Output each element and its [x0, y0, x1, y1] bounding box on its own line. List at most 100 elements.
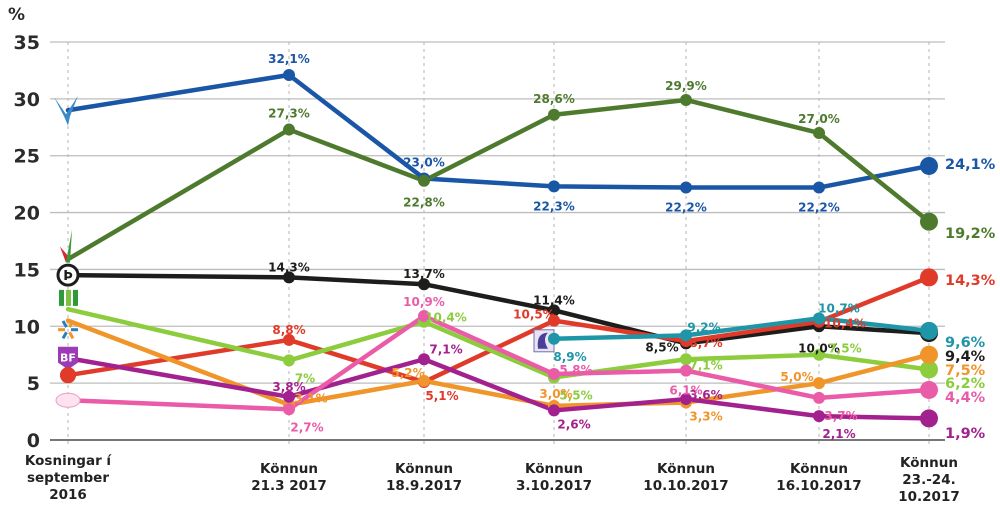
- data-point: [548, 404, 560, 417]
- data-label: 2,7%: [290, 420, 323, 434]
- series-line-0: [65, 72, 932, 190]
- x-tick-label-line: Könnun: [790, 461, 848, 477]
- data-label: 3,6%: [689, 388, 722, 402]
- data-label: 5,0%: [780, 370, 813, 384]
- y-tick-label: 10: [14, 316, 40, 338]
- data-point: [418, 278, 430, 291]
- x-tick-label: Kosningar í september 2016: [25, 453, 113, 503]
- vidreisn-ray: [68, 320, 75, 328]
- x-tick-label-line: 2016: [49, 487, 87, 503]
- data-label: 8,9%: [553, 350, 586, 364]
- data-point: [920, 321, 938, 340]
- data-point: [680, 393, 692, 406]
- data-label: 22,2%: [665, 201, 707, 215]
- data-point: [813, 348, 825, 361]
- x-tick-label: Könnun 18.9.2017: [386, 461, 462, 494]
- data-label: 9,6%: [945, 335, 986, 351]
- data-label: 27,0%: [798, 112, 840, 126]
- falcon-logo-icon: [54, 95, 78, 126]
- data-label: 14,3%: [945, 273, 996, 289]
- data-label: 8,7%: [689, 336, 722, 350]
- bf-text: BF: [60, 351, 76, 364]
- data-point: [548, 304, 560, 317]
- data-point: [920, 409, 938, 428]
- data-label: 14,3%: [268, 260, 310, 274]
- y-tick-label: 0: [27, 430, 40, 452]
- data-label: 7,5%: [828, 342, 861, 356]
- series-points: [60, 68, 938, 428]
- data-point: [920, 345, 938, 364]
- data-point: [920, 380, 938, 399]
- data-point: [920, 268, 938, 287]
- flokkur-folksins-logo-icon: [55, 392, 81, 408]
- data-label: 8,8%: [272, 323, 305, 337]
- data-label: 27,3%: [268, 107, 310, 121]
- data-label: 5,5%: [559, 388, 592, 402]
- bf-logo-icon: BF: [58, 346, 78, 370]
- data-point: [813, 410, 825, 423]
- framsokn-bar: [73, 289, 78, 306]
- data-label: 3,3%: [689, 409, 722, 423]
- data-point: [813, 126, 825, 139]
- data-point: [680, 329, 692, 342]
- data-label: 2,1%: [822, 427, 855, 441]
- series-line-7: [65, 355, 932, 421]
- data-label: 9,2%: [687, 320, 720, 334]
- data-label: 10,7%: [818, 301, 860, 315]
- data-point: [283, 390, 295, 403]
- x-tick-label-line: Könnun: [525, 461, 583, 477]
- data-point: [283, 68, 295, 81]
- data-point: [813, 377, 825, 390]
- x-tick-label-line: september: [27, 470, 109, 486]
- data-label: 11,4%: [533, 293, 575, 307]
- x-tick-label-line: 3.10.2017: [516, 478, 592, 494]
- data-label: 13,7%: [403, 267, 445, 281]
- series-lines: [65, 72, 932, 421]
- data-point: [548, 180, 560, 193]
- x-tick-label-line: Kosningar í: [25, 453, 113, 469]
- x-tick-label-line: 16.10.2017: [776, 478, 861, 494]
- y-tick-label: 20: [14, 203, 40, 225]
- data-point: [60, 367, 76, 384]
- data-labels: 32,1% 23,0% 22,3% 22,2% 22,2% 24,1% 27,3% 22,8%…: [268, 52, 996, 442]
- data-label: 10,4%: [425, 311, 467, 325]
- pirate-logo-icon: Þ: [56, 263, 80, 287]
- data-label: 19,2%: [945, 226, 996, 242]
- data-label: 3,1%: [294, 392, 327, 406]
- x-tick-label-line: Könnun: [657, 461, 715, 477]
- data-point: [548, 368, 560, 381]
- y-tick-label: 30: [14, 89, 40, 111]
- horse-shape: [537, 332, 548, 349]
- series-line-4: [551, 316, 932, 342]
- data-point: [680, 364, 692, 377]
- data-label: 10,4%: [824, 317, 866, 331]
- party-logos: Þ BF: [54, 95, 555, 408]
- data-label: 24,1%: [945, 157, 996, 173]
- data-label: 10,5%: [513, 308, 555, 322]
- data-label: 7,1%: [429, 342, 462, 356]
- data-point: [920, 360, 938, 379]
- data-point: [548, 108, 560, 121]
- data-label: 7,1%: [689, 358, 722, 372]
- x-tick-label-line: 10.2017: [898, 489, 960, 505]
- vidreisn-ray: [61, 331, 68, 340]
- vg-green: [66, 229, 72, 263]
- data-point: [283, 354, 295, 367]
- data-point: [418, 374, 430, 387]
- data-label: 2,6%: [557, 417, 590, 431]
- x-tick-label: Könnun 21.3 2017: [251, 461, 327, 494]
- x-tick-label-line: 18.9.2017: [386, 478, 462, 494]
- data-label: 3,0%: [539, 387, 572, 401]
- data-label: 23,0%: [403, 155, 445, 169]
- vg-red: [60, 246, 68, 263]
- framsokn-logo-icon: [59, 289, 78, 306]
- data-point: [418, 353, 430, 366]
- data-point: [548, 332, 560, 345]
- data-label: 10,0%: [798, 341, 840, 355]
- y-axis: % 0 5 10 15 20 25 30 35: [8, 5, 40, 452]
- vidreisn-ray: [61, 320, 68, 328]
- framsokn-bar: [59, 289, 64, 306]
- falcon-shape: [54, 95, 78, 126]
- data-point: [548, 314, 560, 327]
